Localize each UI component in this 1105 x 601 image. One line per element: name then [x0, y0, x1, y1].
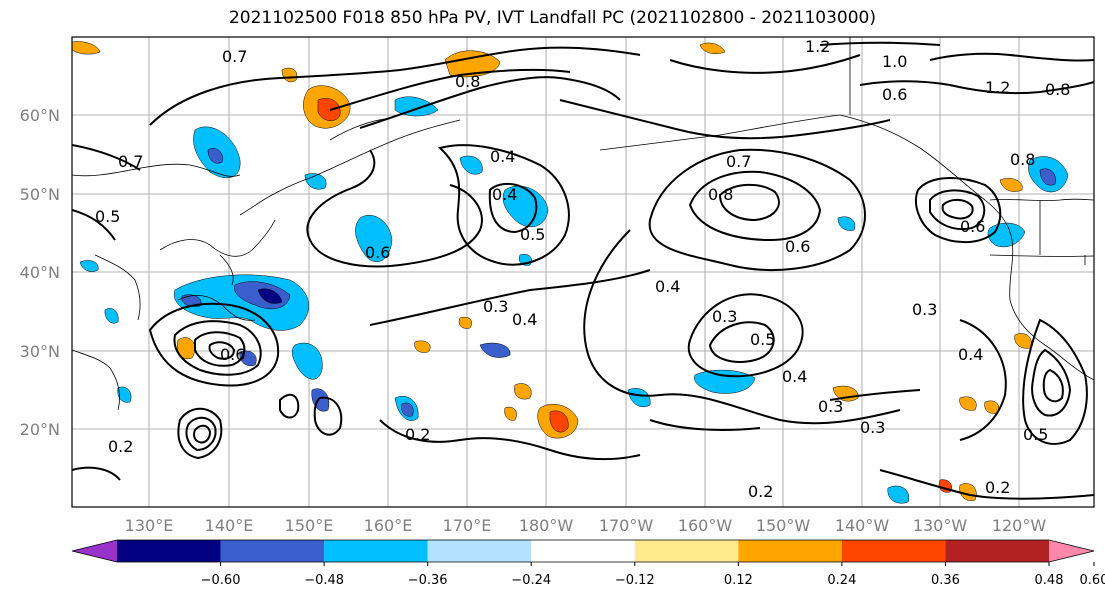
lon-label: 140°E — [205, 516, 254, 535]
colorbar-tick-label: 0.60 — [1080, 573, 1105, 588]
contour-label: 0.3 — [860, 418, 885, 437]
contour-label: 0.5 — [750, 330, 775, 349]
colorbar-segment — [738, 540, 842, 562]
contour-label: 0.3 — [818, 397, 843, 416]
contour-label: 1.2 — [985, 78, 1010, 97]
map-title: 2021102500 F018 850 hPa PV, IVT Landfall… — [228, 8, 876, 28]
contour-label: 0.2 — [108, 437, 133, 456]
lon-label: 160°W — [678, 516, 733, 535]
colorbar-segment — [117, 540, 221, 562]
lat-label: 40°N — [20, 263, 60, 282]
contour-label: 0.6 — [960, 217, 985, 236]
contour-labels: 0.7 0.8 1.2 1.0 0.6 1.2 0.8 0.7 0.5 0.4 … — [95, 37, 1070, 501]
colorbar-outline — [71, 539, 1095, 563]
contour-label: 0.7 — [726, 152, 751, 171]
contour-label: 0.8 — [455, 72, 480, 91]
colorbar-tick-label: −0.36 — [408, 573, 448, 588]
contour-label: 0.4 — [958, 345, 983, 364]
lon-label: 140°W — [835, 516, 890, 535]
colorbar-tick-label: 0.24 — [827, 573, 856, 588]
contour-label: 0.4 — [782, 367, 807, 386]
lon-label: 130°E — [125, 516, 174, 535]
lon-labels: 130°E 140°E 150°E 160°E 170°E 180°W 170°… — [125, 516, 1047, 535]
lat-label: 50°N — [20, 185, 60, 204]
contour-label: 0.3 — [483, 297, 508, 316]
contour-label: 0.7 — [118, 152, 143, 171]
lat-label: 60°N — [20, 106, 60, 125]
map-border — [71, 36, 1095, 508]
contour-label: 0.8 — [708, 185, 733, 204]
lon-label: 150°E — [285, 516, 334, 535]
colorbar-tick-label: 0.36 — [931, 573, 960, 588]
lon-label: 170°W — [599, 516, 654, 535]
contour-label: 0.6 — [785, 237, 810, 256]
coastlines — [72, 37, 1094, 411]
contour-label: 0.7 — [222, 47, 247, 66]
colorbar-tick-label: −0.12 — [615, 573, 655, 588]
contour-label: 0.2 — [748, 482, 773, 501]
lon-label: 120°W — [992, 516, 1047, 535]
colorbar-tick-label: −0.60 — [201, 573, 241, 588]
colorbar: −0.60 −0.48 −0.36 −0.24 −0.12 0.12 0.24 0.36 0.4… — [71, 539, 1105, 588]
contour-label: 0.3 — [912, 300, 937, 319]
contour-label: 0.5 — [520, 225, 545, 244]
colorbar-segment — [220, 540, 325, 562]
colorbar-tick-label: −0.24 — [511, 573, 551, 588]
contour-label: 1.0 — [882, 52, 907, 71]
lat-labels: 60°N 50°N 40°N 30°N 20°N — [20, 106, 60, 439]
contour-label: 0.5 — [1023, 425, 1048, 444]
contour-label: 0.6 — [882, 85, 907, 104]
contour-label: 0.8 — [1010, 150, 1035, 169]
contour-label: 1.2 — [805, 37, 830, 56]
colorbar-tick-label: 0.12 — [724, 573, 753, 588]
contour-label: 0.4 — [492, 185, 517, 204]
colorbar-segment — [841, 540, 946, 562]
contour-label: 0.2 — [405, 425, 430, 444]
lon-label: 130°W — [913, 516, 968, 535]
lon-label: 160°E — [364, 516, 413, 535]
colorbar-segment — [634, 540, 739, 562]
pv-shading — [72, 41, 1069, 504]
contour-label: 0.3 — [712, 307, 737, 326]
colorbar-segment — [427, 540, 532, 562]
lat-label: 30°N — [20, 342, 60, 361]
contour-label: 0.5 — [95, 207, 120, 226]
colorbar-segment — [324, 540, 428, 562]
colorbar-segment — [531, 540, 635, 562]
colorbar-tick-label: −0.48 — [304, 573, 344, 588]
contour-label: 0.6 — [365, 243, 390, 262]
contour-label: 0.8 — [1045, 80, 1070, 99]
lon-label: 150°W — [756, 516, 811, 535]
contour-label: 0.4 — [512, 310, 537, 329]
colorbar-segment — [1049, 540, 1094, 562]
colorbar-tick-label: 0.48 — [1035, 573, 1064, 588]
pv-contours — [72, 41, 1094, 500]
contour-label: 0.6 — [220, 345, 245, 364]
contour-label: 0.4 — [655, 277, 680, 296]
contour-label: 0.2 — [985, 478, 1010, 497]
lon-label: 170°E — [443, 516, 492, 535]
lat-label: 20°N — [20, 420, 60, 439]
lon-label: 180°W — [519, 516, 574, 535]
colorbar-segment — [945, 540, 1049, 562]
colorbar-segment — [72, 540, 117, 562]
contour-label: 0.4 — [490, 147, 515, 166]
